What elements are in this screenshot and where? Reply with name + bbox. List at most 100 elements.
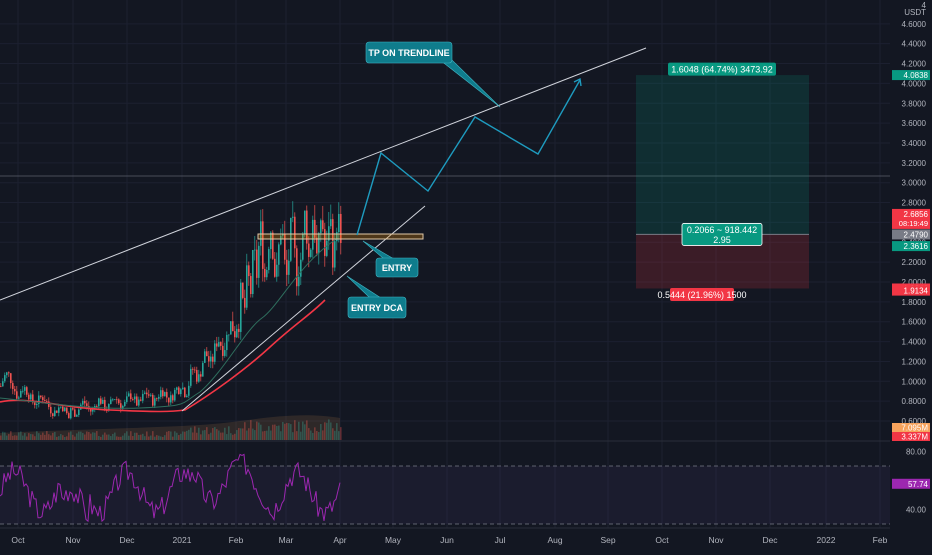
candle-body	[160, 390, 162, 397]
rsi-value-tag-text: 57.74	[908, 480, 929, 489]
candle	[68, 411, 70, 419]
candle	[256, 239, 258, 285]
candle-body	[60, 406, 62, 408]
candle	[10, 372, 12, 389]
volume-bar	[0, 435, 2, 440]
candle-body	[166, 392, 168, 398]
volume-bar	[20, 431, 22, 440]
volume-bar	[50, 435, 52, 440]
volume-bar	[24, 433, 26, 440]
candle	[40, 395, 42, 399]
volume-bar	[260, 424, 262, 440]
price-tick-label: 4.2000	[902, 60, 927, 69]
candle	[240, 279, 242, 340]
rsi-tick-label: 80.00	[906, 448, 927, 457]
time-tick-label: Nov	[65, 535, 81, 545]
volume-bar	[242, 428, 244, 440]
candle	[104, 396, 106, 412]
candle-body	[120, 403, 122, 409]
candle	[20, 389, 22, 398]
candle	[134, 393, 136, 404]
candle-body	[300, 259, 302, 277]
candle-body	[74, 409, 76, 417]
candle-body	[122, 405, 124, 409]
candle	[242, 282, 244, 300]
volume-bar	[312, 432, 314, 440]
volume-bar	[332, 428, 334, 440]
price-tag: 2.3616	[892, 241, 930, 252]
volume-bar	[150, 435, 152, 440]
drawings[interactable]: TP ON TRENDLINE ENTRY ENTRY DCA	[0, 41, 647, 412]
volume-bar	[302, 421, 304, 440]
candle-body	[130, 393, 132, 400]
candle-body	[150, 394, 152, 396]
price-tag-bg	[892, 229, 930, 240]
volume-bar	[306, 420, 308, 440]
volume-bar	[338, 431, 340, 440]
volume-bar	[22, 435, 24, 440]
candle-body	[50, 406, 52, 414]
time-tick-label: 2021	[173, 535, 192, 545]
volume-bar	[194, 426, 196, 440]
volume-bar	[170, 431, 172, 440]
candle-body	[12, 383, 14, 389]
candle-body	[278, 244, 280, 265]
volume-bar	[244, 422, 246, 440]
volume-tag: 7.095M	[892, 423, 930, 433]
volume-bar	[68, 432, 70, 440]
candle-body	[242, 282, 244, 298]
candle-body	[36, 404, 38, 406]
candle	[262, 209, 264, 282]
time-axis[interactable]: Oct Nov Dec 2021 Feb Mar Apr May Jun Jul Aug Sep Oct…	[0, 527, 890, 550]
price-tick-label: 0.6000	[902, 417, 927, 426]
rsi-value-tag-bg	[892, 478, 930, 489]
candle-body	[84, 400, 86, 404]
volume-bar	[330, 422, 332, 440]
candle-body	[252, 249, 254, 295]
candle	[156, 397, 158, 402]
time-tick-label: Jul	[495, 535, 506, 545]
candle	[234, 326, 236, 343]
candle-body	[238, 328, 240, 332]
time-tick-label: Aug	[547, 535, 562, 545]
candle	[18, 395, 20, 400]
candle-body	[8, 372, 10, 374]
candle	[174, 387, 176, 402]
candle-body	[126, 396, 128, 402]
candle-body	[286, 259, 288, 275]
volume-bar	[160, 436, 162, 440]
candle	[250, 272, 252, 298]
volume-bar	[186, 430, 188, 440]
candle	[294, 212, 296, 258]
candle	[226, 331, 228, 357]
volume-bar	[74, 436, 76, 440]
volume-bar	[136, 432, 138, 440]
volume-bar	[40, 434, 42, 440]
long-position-tool[interactable]: 1.6048 (64.74%) 3473.92 0.2066 ~ 918.4422…	[636, 62, 809, 301]
candle	[278, 242, 280, 277]
candle-body	[142, 393, 144, 401]
volume-bar	[82, 432, 84, 440]
candle-body	[144, 392, 146, 394]
candle-body	[224, 350, 226, 356]
volume-bar	[48, 434, 50, 440]
candle	[212, 353, 214, 369]
volume-bar	[154, 436, 156, 440]
candle	[270, 231, 272, 259]
volume-bar	[162, 436, 164, 440]
candle	[180, 387, 182, 397]
volume-bar	[108, 434, 110, 440]
candle-body	[2, 381, 4, 387]
candle-body	[66, 407, 68, 414]
price-tag: 2.4790	[892, 229, 930, 240]
candle-body	[172, 395, 174, 401]
price-tag-text: 1.9134	[904, 287, 929, 296]
volume-bar	[80, 431, 82, 440]
candle	[284, 220, 286, 265]
entry-dca-callout: ENTRY DCA	[346, 275, 407, 319]
